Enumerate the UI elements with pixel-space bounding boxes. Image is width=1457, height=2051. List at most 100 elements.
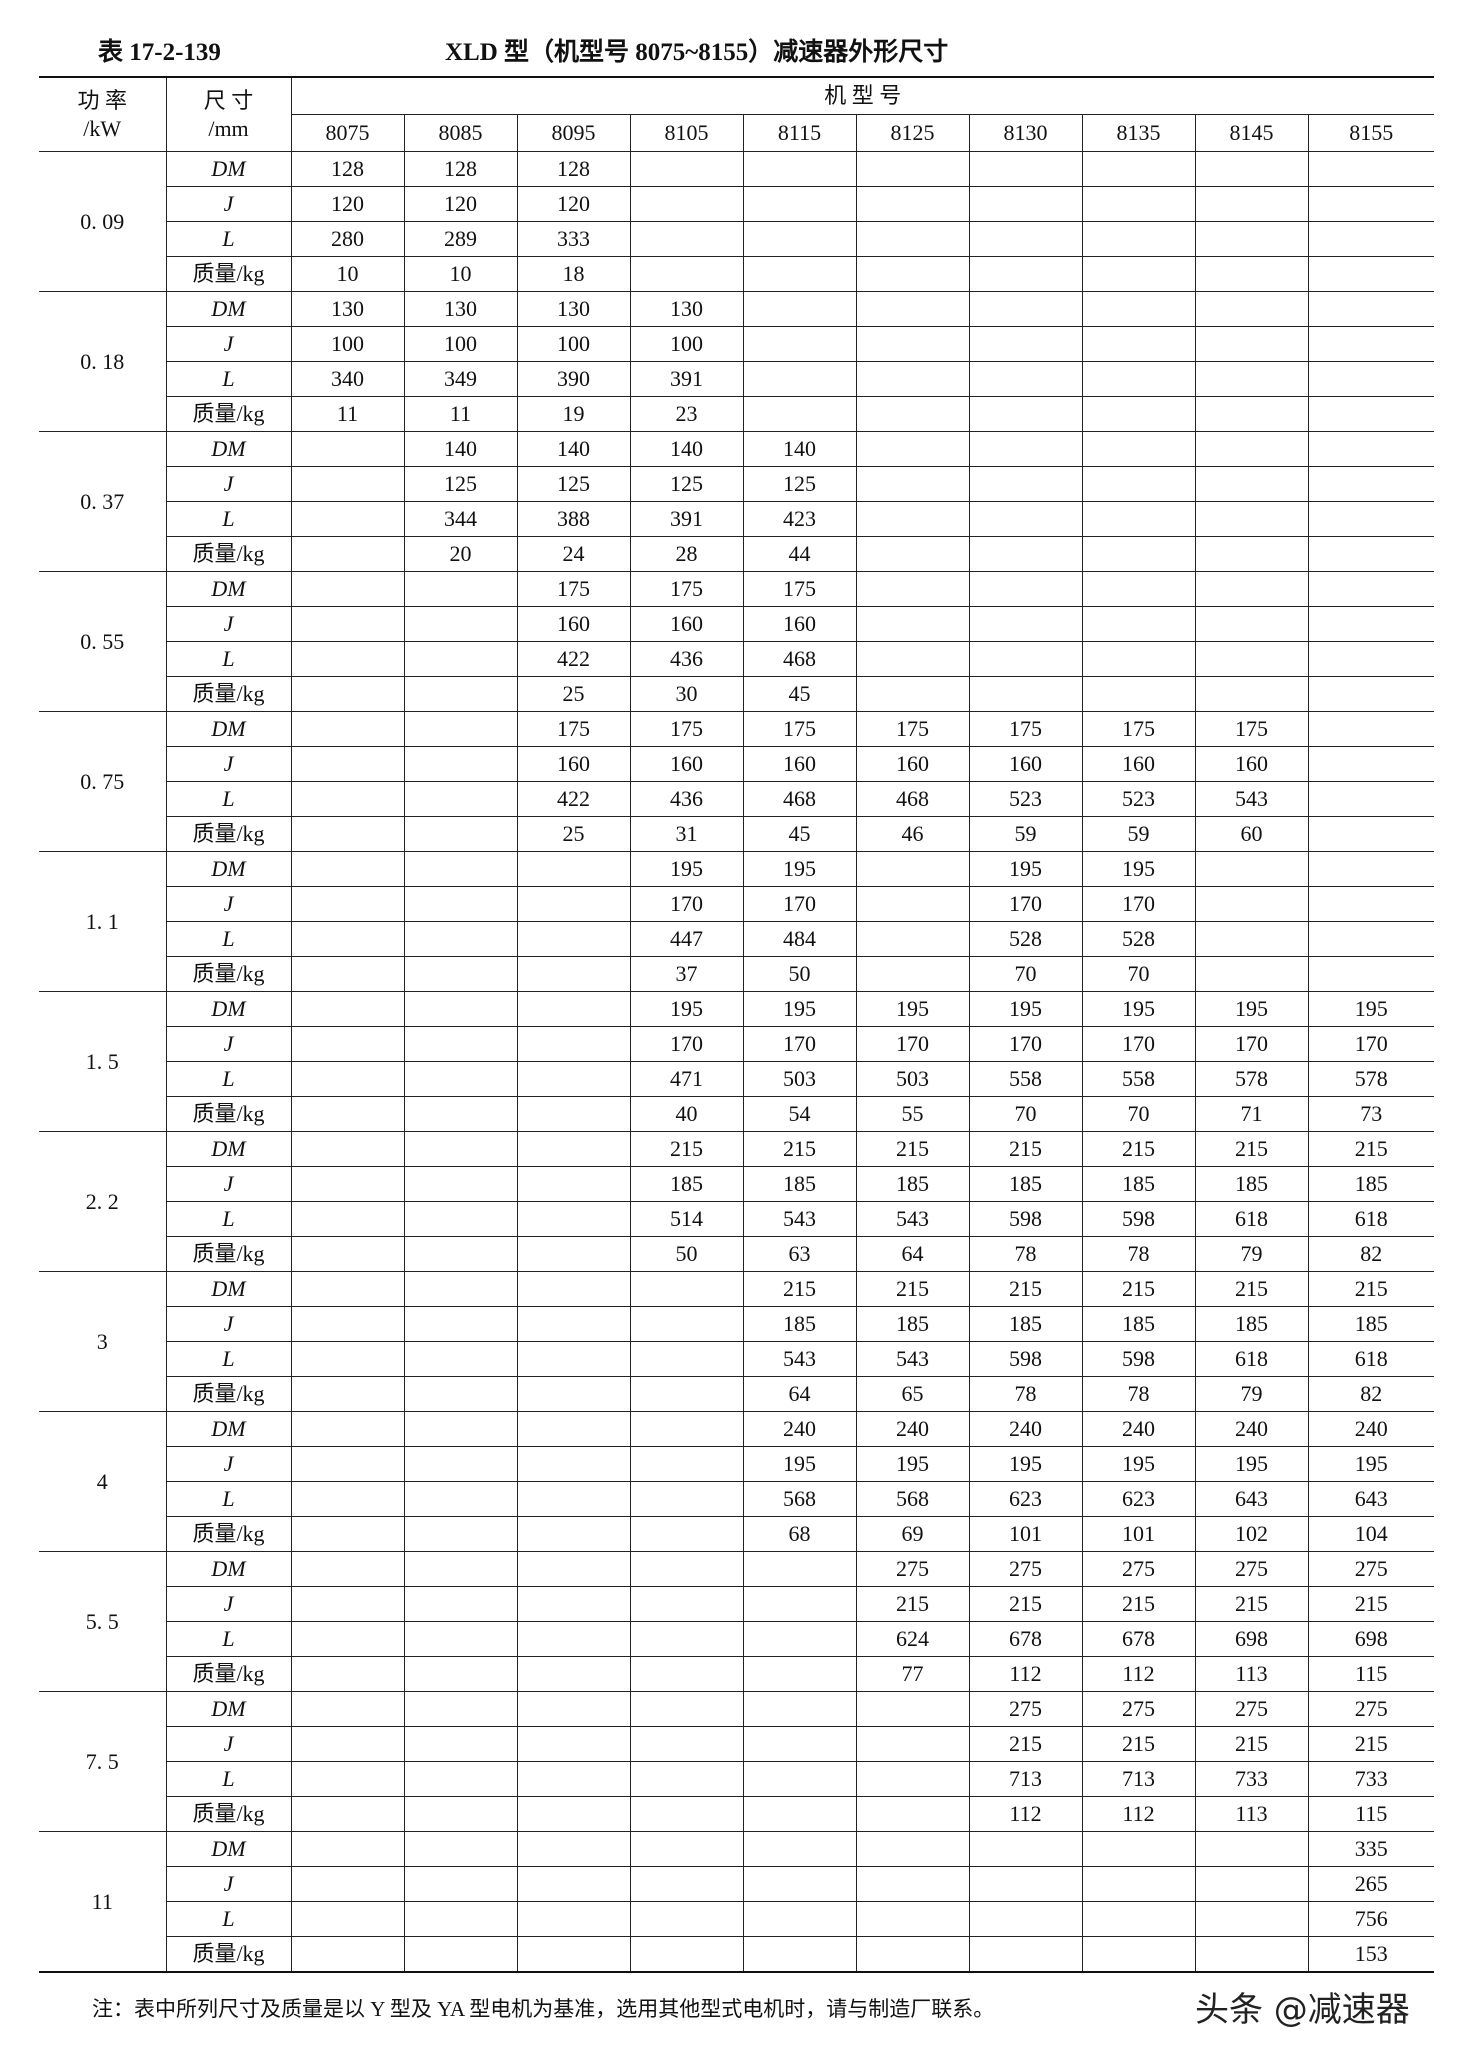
row-label: L xyxy=(165,1761,292,1797)
row-label: J xyxy=(165,1586,292,1622)
row-label: L xyxy=(165,921,292,957)
value-cell xyxy=(403,991,518,1027)
value-cell: 79 xyxy=(1194,1236,1309,1272)
value-cell: 215 xyxy=(1081,1131,1196,1167)
value-cell xyxy=(290,676,405,712)
value-cell: 140 xyxy=(403,431,518,467)
value-cell: 436 xyxy=(629,781,744,817)
row-label: J xyxy=(165,1306,292,1342)
value-cell: 170 xyxy=(629,1026,744,1062)
power-cell: 2. 2 xyxy=(39,1131,167,1272)
value-cell xyxy=(1307,781,1435,817)
value-cell xyxy=(1081,291,1196,327)
row-label: DM xyxy=(165,1411,292,1447)
row-label: DM xyxy=(165,1691,292,1727)
value-cell xyxy=(1194,956,1309,992)
row-label: J xyxy=(165,1026,292,1062)
value-cell xyxy=(1081,1901,1196,1937)
data-row: L 340 349 390 391 xyxy=(39,361,1435,397)
value-cell xyxy=(1081,361,1196,397)
value-cell: 185 xyxy=(855,1166,970,1202)
row-label: DM xyxy=(165,851,292,887)
value-cell xyxy=(403,1271,518,1307)
value-cell: 215 xyxy=(1081,1586,1196,1622)
value-cell xyxy=(742,396,857,432)
value-cell xyxy=(855,1901,970,1937)
value-cell: 240 xyxy=(1307,1411,1435,1447)
value-cell xyxy=(629,186,744,222)
value-cell xyxy=(855,921,970,957)
value-cell: 78 xyxy=(968,1236,1083,1272)
value-cell xyxy=(742,1656,857,1692)
value-cell xyxy=(1307,431,1435,467)
value-cell: 170 xyxy=(968,1026,1083,1062)
value-cell xyxy=(855,571,970,607)
value-cell: 170 xyxy=(742,1026,857,1062)
value-cell: 195 xyxy=(742,851,857,887)
value-cell: 70 xyxy=(1081,956,1196,992)
value-cell: 170 xyxy=(855,1026,970,1062)
value-cell xyxy=(403,606,518,642)
row-label: J xyxy=(165,1726,292,1762)
value-cell xyxy=(1081,676,1196,712)
value-cell xyxy=(516,1516,631,1552)
value-cell xyxy=(1194,326,1309,362)
value-cell: 280 xyxy=(290,221,405,257)
value-cell xyxy=(403,746,518,782)
value-cell: 170 xyxy=(968,886,1083,922)
value-cell xyxy=(290,1166,405,1202)
value-cell xyxy=(290,1901,405,1937)
value-cell: 568 xyxy=(855,1481,970,1517)
value-cell: 37 xyxy=(629,956,744,992)
value-cell xyxy=(1081,571,1196,607)
value-cell: 18 xyxy=(516,256,631,292)
row-label: 质量/kg xyxy=(165,676,292,712)
row-label: J xyxy=(165,326,292,362)
model-header: 8145 xyxy=(1194,114,1309,152)
value-cell: 170 xyxy=(742,886,857,922)
value-cell xyxy=(290,1551,405,1587)
value-cell: 140 xyxy=(516,431,631,467)
value-cell: 215 xyxy=(742,1131,857,1167)
value-cell xyxy=(629,1796,744,1832)
value-cell: 31 xyxy=(629,816,744,852)
value-cell xyxy=(855,431,970,467)
value-cell: 195 xyxy=(742,991,857,1027)
data-row: L 447 484 528 528 xyxy=(39,921,1435,957)
row-label: 质量/kg xyxy=(165,1656,292,1692)
value-cell: 128 xyxy=(403,151,518,187)
value-cell: 140 xyxy=(742,431,857,467)
value-cell xyxy=(1081,431,1196,467)
value-cell: 215 xyxy=(1194,1726,1309,1762)
data-row: 质量/kg 68 69 101 101 102 104 xyxy=(39,1516,1435,1552)
value-cell xyxy=(1194,1901,1309,1937)
value-cell xyxy=(1194,1831,1309,1867)
value-cell: 265 xyxy=(1307,1866,1435,1902)
value-cell xyxy=(1194,1866,1309,1902)
data-row: J 185 185 185 185 185 185 xyxy=(39,1306,1435,1342)
data-row: L 713 713 733 733 xyxy=(39,1761,1435,1797)
value-cell xyxy=(1307,921,1435,957)
data-row: 3 DM 215 215 215 215 215 215 xyxy=(39,1271,1435,1412)
value-cell: 523 xyxy=(1081,781,1196,817)
value-cell xyxy=(1307,221,1435,257)
value-cell xyxy=(1194,501,1309,537)
value-cell: 25 xyxy=(516,676,631,712)
value-cell: 45 xyxy=(742,816,857,852)
value-cell: 333 xyxy=(516,221,631,257)
row-label: 质量/kg xyxy=(165,396,292,432)
value-cell xyxy=(742,1586,857,1622)
value-cell: 130 xyxy=(290,291,405,327)
value-cell xyxy=(290,571,405,607)
value-cell xyxy=(1081,151,1196,187)
value-cell: 275 xyxy=(1307,1691,1435,1727)
value-cell: 73 xyxy=(1307,1096,1435,1132)
value-cell: 112 xyxy=(968,1796,1083,1832)
value-cell xyxy=(403,1236,518,1272)
value-cell xyxy=(968,641,1083,677)
value-cell xyxy=(742,1831,857,1867)
value-cell xyxy=(629,1866,744,1902)
value-cell xyxy=(1194,676,1309,712)
value-cell xyxy=(516,1831,631,1867)
value-cell: 102 xyxy=(1194,1516,1309,1552)
